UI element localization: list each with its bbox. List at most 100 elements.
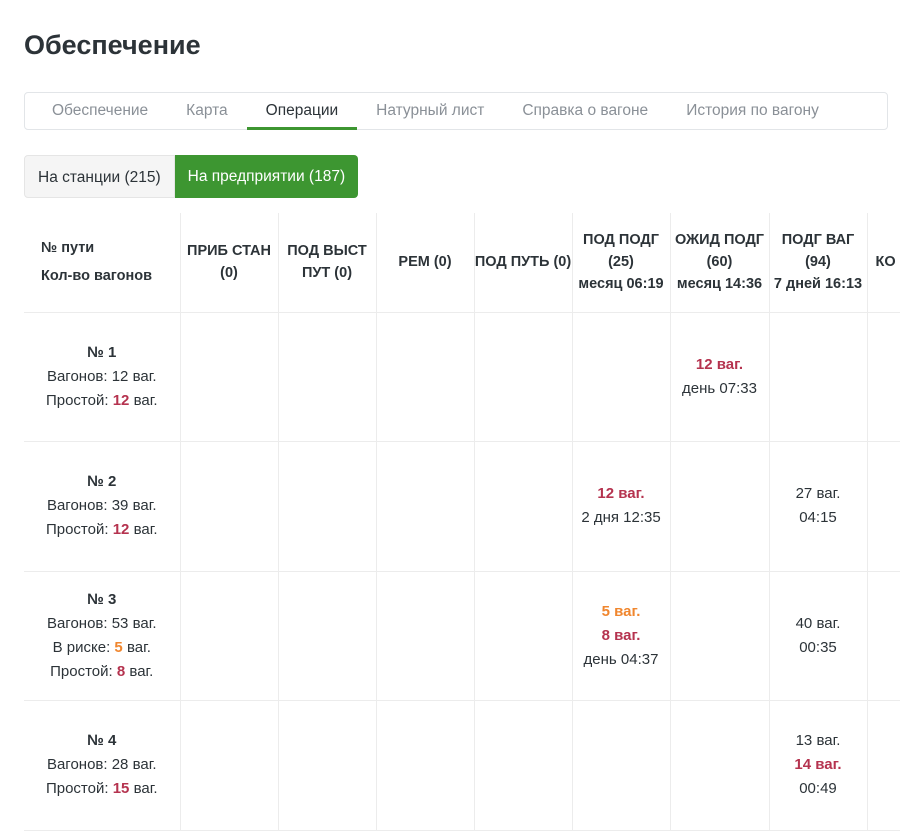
operation-cell [277, 312, 376, 442]
operation-cell[interactable]: 27 ваг. 04:15 [768, 441, 867, 572]
column-header[interactable]: КО [866, 213, 900, 313]
column-header[interactable]: ПОД ПОДГ (25) месяц 06:19 [571, 213, 670, 313]
column-header[interactable]: ПОД ПУТЬ (0) [473, 213, 572, 313]
tab-item[interactable]: Операции [246, 93, 358, 130]
tab-bar: Обеспечение Карта Операции Натурный лист Спр… [24, 92, 888, 130]
table-row: № 4 Вагонов: 28 ваг. Простой: 15 ваг. 13 ва… [24, 700, 900, 831]
cell-value: день 04:37 [583, 650, 659, 668]
operation-cell[interactable]: 13 ваг. 14 ваг. 00:49 [768, 700, 867, 831]
cell-value: 2 дня 12:35 [581, 509, 661, 527]
wagons-value: 53 ваг. [111, 614, 157, 632]
operation-cell [571, 312, 670, 442]
column-title: ПОД ВЫСТ ПУТ (0) [287, 243, 367, 282]
idle-unit: ваг. [133, 521, 158, 539]
operation-cell [179, 700, 278, 831]
cell-value: 00:35 [799, 638, 837, 656]
operation-cell [473, 441, 572, 572]
column-title: ПОДГ ВАГ (94) [781, 232, 855, 271]
wagons-line: Вагонов: 28 ваг. [24, 753, 180, 777]
column-header[interactable]: ПРИБ СТАН (0) [179, 213, 278, 313]
risk-unit: ваг. [126, 638, 151, 656]
wagons-value: 12 ваг. [111, 367, 157, 385]
column-title: ОЖИД ПОДГ (60) [674, 232, 765, 271]
column-header[interactable]: ПОД ВЫСТ ПУТ (0) [277, 213, 376, 313]
operation-cell [277, 700, 376, 831]
segment-enterprise[interactable]: На предприятии (187) [174, 155, 359, 198]
column-title: РЕМ (0) [398, 254, 452, 271]
track-cell[interactable]: № 3 Вагонов: 53 ваг. В риске: 5 ваг. Просто… [24, 571, 180, 701]
page-title: Обеспечение [24, 30, 201, 60]
tab-item[interactable]: История по вагону [686, 102, 819, 119]
track-number: № 4 [87, 732, 117, 750]
wagons-label: Вагонов: [46, 756, 108, 774]
header-label: № пути [41, 240, 95, 257]
wagons-value: 28 ваг. [111, 756, 157, 774]
column-duration: месяц 14:36 [676, 276, 763, 293]
operation-cell [571, 700, 670, 831]
idle-count: 14 ваг. [794, 756, 842, 774]
track-cell[interactable]: № 2 Вагонов: 39 ваг. Простой: 12 ваг. [24, 441, 180, 572]
column-header-track: № пути Кол-во вагонов [24, 213, 180, 313]
operation-cell[interactable]: 12 ваг. день 07:33 [669, 312, 769, 442]
column-title: КО [875, 254, 896, 271]
operation-cell [473, 700, 572, 831]
track-number: № 2 [87, 473, 117, 491]
column-duration: месяц 06:19 [578, 276, 664, 293]
idle-count: 12 ваг. [695, 355, 744, 373]
column-header[interactable]: ПОДГ ВАГ (94) 7 дней 16:13 [768, 213, 867, 313]
tab-item[interactable]: Справка о вагоне [522, 102, 649, 119]
risk-line: В риске: 5 ваг. [24, 636, 180, 660]
idle-unit: ваг. [133, 391, 158, 409]
column-duration: 7 дней 16:13 [773, 276, 863, 293]
idle-count: 8 ваг. [601, 626, 641, 644]
idle-line: Простой: 15 ваг. [24, 777, 180, 801]
operation-cell [375, 312, 474, 442]
operation-cell [179, 571, 278, 701]
track-cell[interactable]: № 4 Вагонов: 28 ваг. Простой: 15 ваг. [24, 700, 180, 831]
tab-item[interactable]: Обеспечение [52, 102, 149, 119]
table-row: № 3 Вагонов: 53 ваг. В риске: 5 ваг. Просто… [24, 571, 900, 701]
operation-cell [277, 441, 376, 572]
column-title: ПОД ПУТЬ (0) [474, 254, 572, 271]
track-cell[interactable]: № 1 Вагонов: 12 ваг. Простой: 12 ваг. [24, 312, 180, 442]
cell-value: 04:15 [799, 509, 837, 527]
table-row: № 1 Вагонов: 12 ваг. Простой: 12 ваг. 12 ва… [24, 312, 900, 442]
header-label: Кол-во вагонов [41, 268, 153, 285]
idle-value: 12 [112, 521, 130, 539]
idle-unit: ваг. [133, 780, 158, 798]
operation-cell [179, 441, 278, 572]
tab-item[interactable]: Натурный лист [376, 102, 485, 119]
operation-cell[interactable]: 5 ваг. 8 ваг. день 04:37 [571, 571, 670, 701]
operation-cell [179, 312, 278, 442]
column-header[interactable]: РЕМ (0) [375, 213, 474, 313]
table-row: № 2 Вагонов: 39 ваг. Простой: 12 ваг. 12 ва… [24, 441, 900, 572]
column-title: ПРИБ СТАН (0) [187, 243, 271, 282]
idle-value: 12 [112, 391, 130, 409]
operation-cell [473, 571, 572, 701]
operation-cell[interactable]: 12 ваг. 2 дня 12:35 [571, 441, 670, 572]
track-number: № 3 [87, 590, 117, 608]
cell-value: 13 ваг. [795, 732, 841, 750]
operation-cell[interactable]: 40 ваг. 00:35 [768, 571, 867, 701]
segment-station[interactable]: На станции (215) [24, 155, 175, 198]
operation-cell [277, 571, 376, 701]
operation-cell [866, 571, 900, 701]
idle-label: Простой: [45, 521, 109, 539]
operation-cell [768, 312, 867, 442]
cell-value: 00:49 [799, 780, 837, 798]
wagons-value: 39 ваг. [111, 497, 157, 515]
risk-count: 5 ваг. [601, 602, 641, 620]
idle-value: 8 [116, 662, 126, 680]
cell-value: 40 ваг. [795, 614, 841, 632]
location-toggle: На станции (215) На предприятии (187) [24, 155, 359, 198]
operation-cell [669, 700, 769, 831]
cell-value: 27 ваг. [795, 485, 841, 503]
cell-value: день 07:33 [682, 379, 757, 397]
operation-cell [669, 441, 769, 572]
operation-cell [375, 441, 474, 572]
tab-item[interactable]: Карта [186, 102, 228, 119]
idle-label: Простой: [45, 780, 109, 798]
operation-cell [375, 700, 474, 831]
column-header[interactable]: ОЖИД ПОДГ (60) месяц 14:36 [669, 213, 769, 313]
operations-table-container: № пути Кол-во вагонов ПРИБ СТАН (0) ПОД ВЫС… [24, 213, 900, 831]
